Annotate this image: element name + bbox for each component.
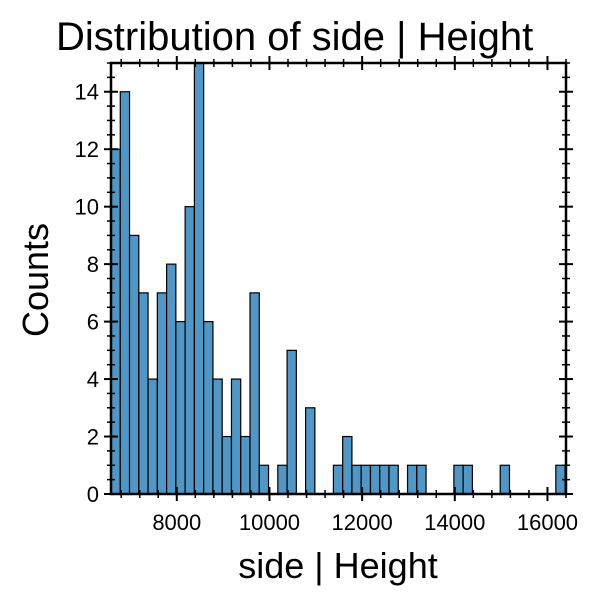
histogram-bar bbox=[379, 464, 390, 495]
y-tick-label: 8 bbox=[87, 252, 99, 277]
plot-frame bbox=[109, 61, 568, 496]
histogram-bar bbox=[193, 62, 205, 495]
histogram-bar bbox=[277, 464, 288, 495]
histogram-bar bbox=[212, 378, 223, 495]
histogram-bar bbox=[305, 407, 316, 495]
histogram-bar bbox=[258, 464, 270, 495]
histogram-bar bbox=[203, 321, 214, 495]
histogram-bar bbox=[184, 206, 196, 495]
histogram-bar bbox=[406, 464, 418, 495]
histogram-bar bbox=[332, 464, 344, 495]
chart-title: Distribution of side | Height bbox=[56, 15, 533, 59]
histogram-bar bbox=[166, 263, 177, 495]
y-tick-label: 6 bbox=[87, 310, 99, 335]
histogram-bar bbox=[128, 234, 140, 495]
x-tick-label: 10000 bbox=[239, 510, 300, 535]
x-tick-label: 16000 bbox=[517, 510, 578, 535]
histogram-bar bbox=[416, 464, 427, 495]
x-tick-label: 14000 bbox=[424, 510, 485, 535]
histogram-bar bbox=[221, 435, 233, 495]
histogram-bar bbox=[240, 435, 251, 495]
x-tick-label: 8000 bbox=[152, 510, 201, 535]
histogram-bars bbox=[110, 62, 566, 495]
histogram-bar bbox=[286, 349, 297, 495]
histogram-bar bbox=[138, 292, 149, 495]
histogram-bar bbox=[351, 464, 362, 495]
histogram-bar bbox=[147, 378, 158, 495]
histogram-bar bbox=[175, 321, 186, 495]
histogram-bar bbox=[230, 378, 242, 495]
y-tick-label: 10 bbox=[75, 195, 99, 220]
y-axis-label: Counts bbox=[15, 223, 56, 337]
y-tick-label: 4 bbox=[87, 367, 99, 392]
histogram-bar bbox=[342, 435, 353, 495]
histogram-bar bbox=[369, 464, 381, 495]
y-tick-label: 2 bbox=[87, 425, 99, 450]
y-tick-label: 14 bbox=[75, 80, 99, 105]
histogram-bar bbox=[249, 292, 260, 495]
x-tick-label: 12000 bbox=[332, 510, 393, 535]
histogram-bar bbox=[499, 464, 511, 495]
y-tick-label: 0 bbox=[87, 482, 99, 507]
histogram-bar bbox=[462, 464, 474, 495]
histogram-bar bbox=[119, 91, 131, 495]
histogram-bar bbox=[388, 464, 399, 495]
x-axis-label: side | Height bbox=[238, 545, 437, 586]
histogram-bar bbox=[156, 292, 168, 495]
y-tick-label: 12 bbox=[75, 137, 99, 162]
